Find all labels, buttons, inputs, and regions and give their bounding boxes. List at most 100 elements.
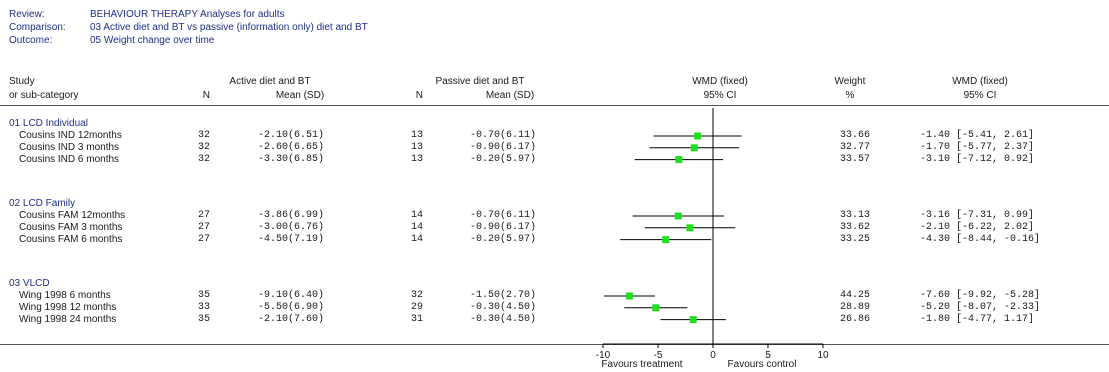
active-mean-sd: -3.30(6.85) (258, 153, 325, 165)
passive-mean-sd: -0.70(6.11) (470, 210, 537, 221)
ci-value: -1.80 [-4.77, 1.17] (920, 313, 1035, 325)
active-n: 32 (197, 141, 210, 153)
passive-n: 14 (410, 233, 423, 245)
col-passive-n: N (415, 90, 423, 101)
ci-value: -1.40 [-5.41, 2.61] (920, 130, 1035, 141)
passive-mean-sd: -0.20(5.97) (470, 153, 537, 165)
active-n: 27 (197, 210, 210, 221)
study-name: Cousins IND 12months (19, 130, 122, 141)
passive-n: 32 (410, 290, 423, 301)
active-mean-sd: -4.50(7.19) (258, 233, 325, 245)
x-tick-label: 0 (710, 350, 716, 361)
ci-value: -2.10 [-6.22, 2.02] (920, 221, 1035, 233)
x-tick-label: 10 (817, 350, 829, 361)
point-estimate-marker (689, 316, 697, 324)
col-study-sub: or sub-category (9, 90, 79, 101)
study-name: Cousins FAM 12months (19, 210, 126, 221)
group-title: 02 LCD Family (9, 198, 76, 209)
favours-treatment-label: Favours treatment (601, 359, 683, 370)
header-rule (0, 105, 1109, 106)
col-active-n: N (202, 90, 210, 101)
passive-mean-sd: -0.90(6.17) (470, 221, 537, 233)
active-mean-sd: -3.00(6.76) (258, 221, 325, 233)
active-mean-sd: -3.86(6.99) (258, 210, 325, 221)
weight-value: 33.25 (839, 233, 870, 245)
ci-value: -5.20 [-8.07, -2.33] (920, 301, 1041, 313)
passive-mean-sd: -0.70(6.11) (470, 130, 537, 141)
col-passive: Passive diet and BT (435, 76, 525, 87)
study-name: Wing 1998 24 months (19, 313, 117, 325)
active-n: 35 (197, 290, 210, 301)
study-name: Wing 1998 6 months (19, 290, 111, 301)
weight-value: 28.89 (839, 301, 870, 313)
point-estimate-marker (662, 236, 670, 244)
ci-value: -3.16 [-7.31, 0.99] (920, 210, 1035, 221)
passive-n: 13 (410, 130, 423, 141)
active-n: 27 (197, 233, 210, 245)
ci-value: -3.10 [-7.12, 0.92] (920, 153, 1035, 165)
comparison-value: 03 Active diet and BT vs passive (inform… (90, 22, 368, 33)
outcome-label: Outcome: (9, 35, 53, 46)
ci-value: -7.60 [-9.92, -5.28] (920, 290, 1041, 301)
passive-n: 13 (410, 153, 423, 165)
col-wmd: WMD (fixed) (692, 76, 748, 87)
weight-value: 32.77 (839, 141, 870, 153)
ci-value: -1.70 [-5.77, 2.37] (920, 141, 1035, 153)
review-label: Review: (9, 9, 45, 20)
point-estimate-marker (694, 132, 702, 140)
group-title: 01 LCD Individual (9, 118, 88, 129)
active-n: 33 (197, 301, 210, 313)
col-study: Study (9, 76, 35, 87)
active-mean-sd: -2.60(6.65) (258, 141, 325, 153)
active-mean-sd: -2.10(7.60) (258, 313, 325, 325)
col-active-meansd: Mean (SD) (275, 90, 325, 101)
passive-mean-sd: -1.50(2.70) (470, 290, 537, 301)
active-n: 32 (197, 153, 210, 165)
col-weight: Weight (834, 76, 866, 87)
col-wmd-ci: 95% CI (703, 90, 737, 101)
passive-n: 14 (410, 210, 423, 221)
x-tick-label: -10 (596, 350, 611, 361)
point-estimate-marker (625, 292, 633, 300)
col-active: Active diet and BT (229, 76, 311, 87)
active-mean-sd: -9.10(6.40) (258, 290, 325, 301)
weight-value: 44.25 (839, 290, 870, 301)
active-mean-sd: -5.50(6.90) (258, 301, 325, 313)
passive-mean-sd: -0.90(6.17) (470, 141, 537, 153)
weight-value: 33.66 (839, 130, 870, 141)
review-value: BEHAVIOUR THERAPY Analyses for adults (90, 9, 285, 20)
weight-value: 33.62 (839, 221, 870, 233)
active-n: 32 (197, 130, 210, 141)
study-name: Cousins FAM 6 months (19, 233, 123, 245)
col-wmd2-ci: 95% CI (963, 90, 997, 101)
ci-value: -4.30 [-8.44, -0.16] (920, 233, 1041, 245)
active-n: 35 (197, 313, 210, 325)
passive-mean-sd: -0.30(4.50) (470, 301, 537, 313)
active-n: 27 (197, 221, 210, 233)
passive-n: 29 (410, 301, 423, 313)
active-mean-sd: -2.10(6.51) (258, 130, 325, 141)
x-tick-label: 5 (765, 350, 771, 361)
weight-value: 26.86 (839, 313, 870, 325)
passive-mean-sd: -0.30(4.50) (470, 313, 537, 325)
weight-value: 33.57 (839, 153, 870, 165)
study-name: Wing 1998 12 months (19, 301, 117, 313)
col-passive-meansd: Mean (SD) (485, 90, 535, 101)
point-estimate-marker (675, 156, 683, 164)
passive-n: 13 (410, 141, 423, 153)
weight-value: 33.13 (839, 210, 870, 221)
passive-mean-sd: -0.20(5.97) (470, 233, 537, 245)
passive-n: 31 (410, 313, 423, 325)
point-estimate-marker (674, 212, 682, 220)
bottom-rule (0, 344, 1109, 345)
comparison-label: Comparison: (9, 22, 66, 33)
passive-n: 14 (410, 221, 423, 233)
point-estimate-marker (686, 224, 694, 232)
point-estimate-marker (652, 304, 660, 312)
col-wmd2: WMD (fixed) (952, 76, 1008, 87)
col-weight-pct: % (845, 90, 855, 101)
study-name: Cousins FAM 3 months (19, 221, 123, 233)
study-name: Cousins IND 6 months (19, 153, 120, 165)
group-title: 03 VLCD (9, 278, 50, 289)
